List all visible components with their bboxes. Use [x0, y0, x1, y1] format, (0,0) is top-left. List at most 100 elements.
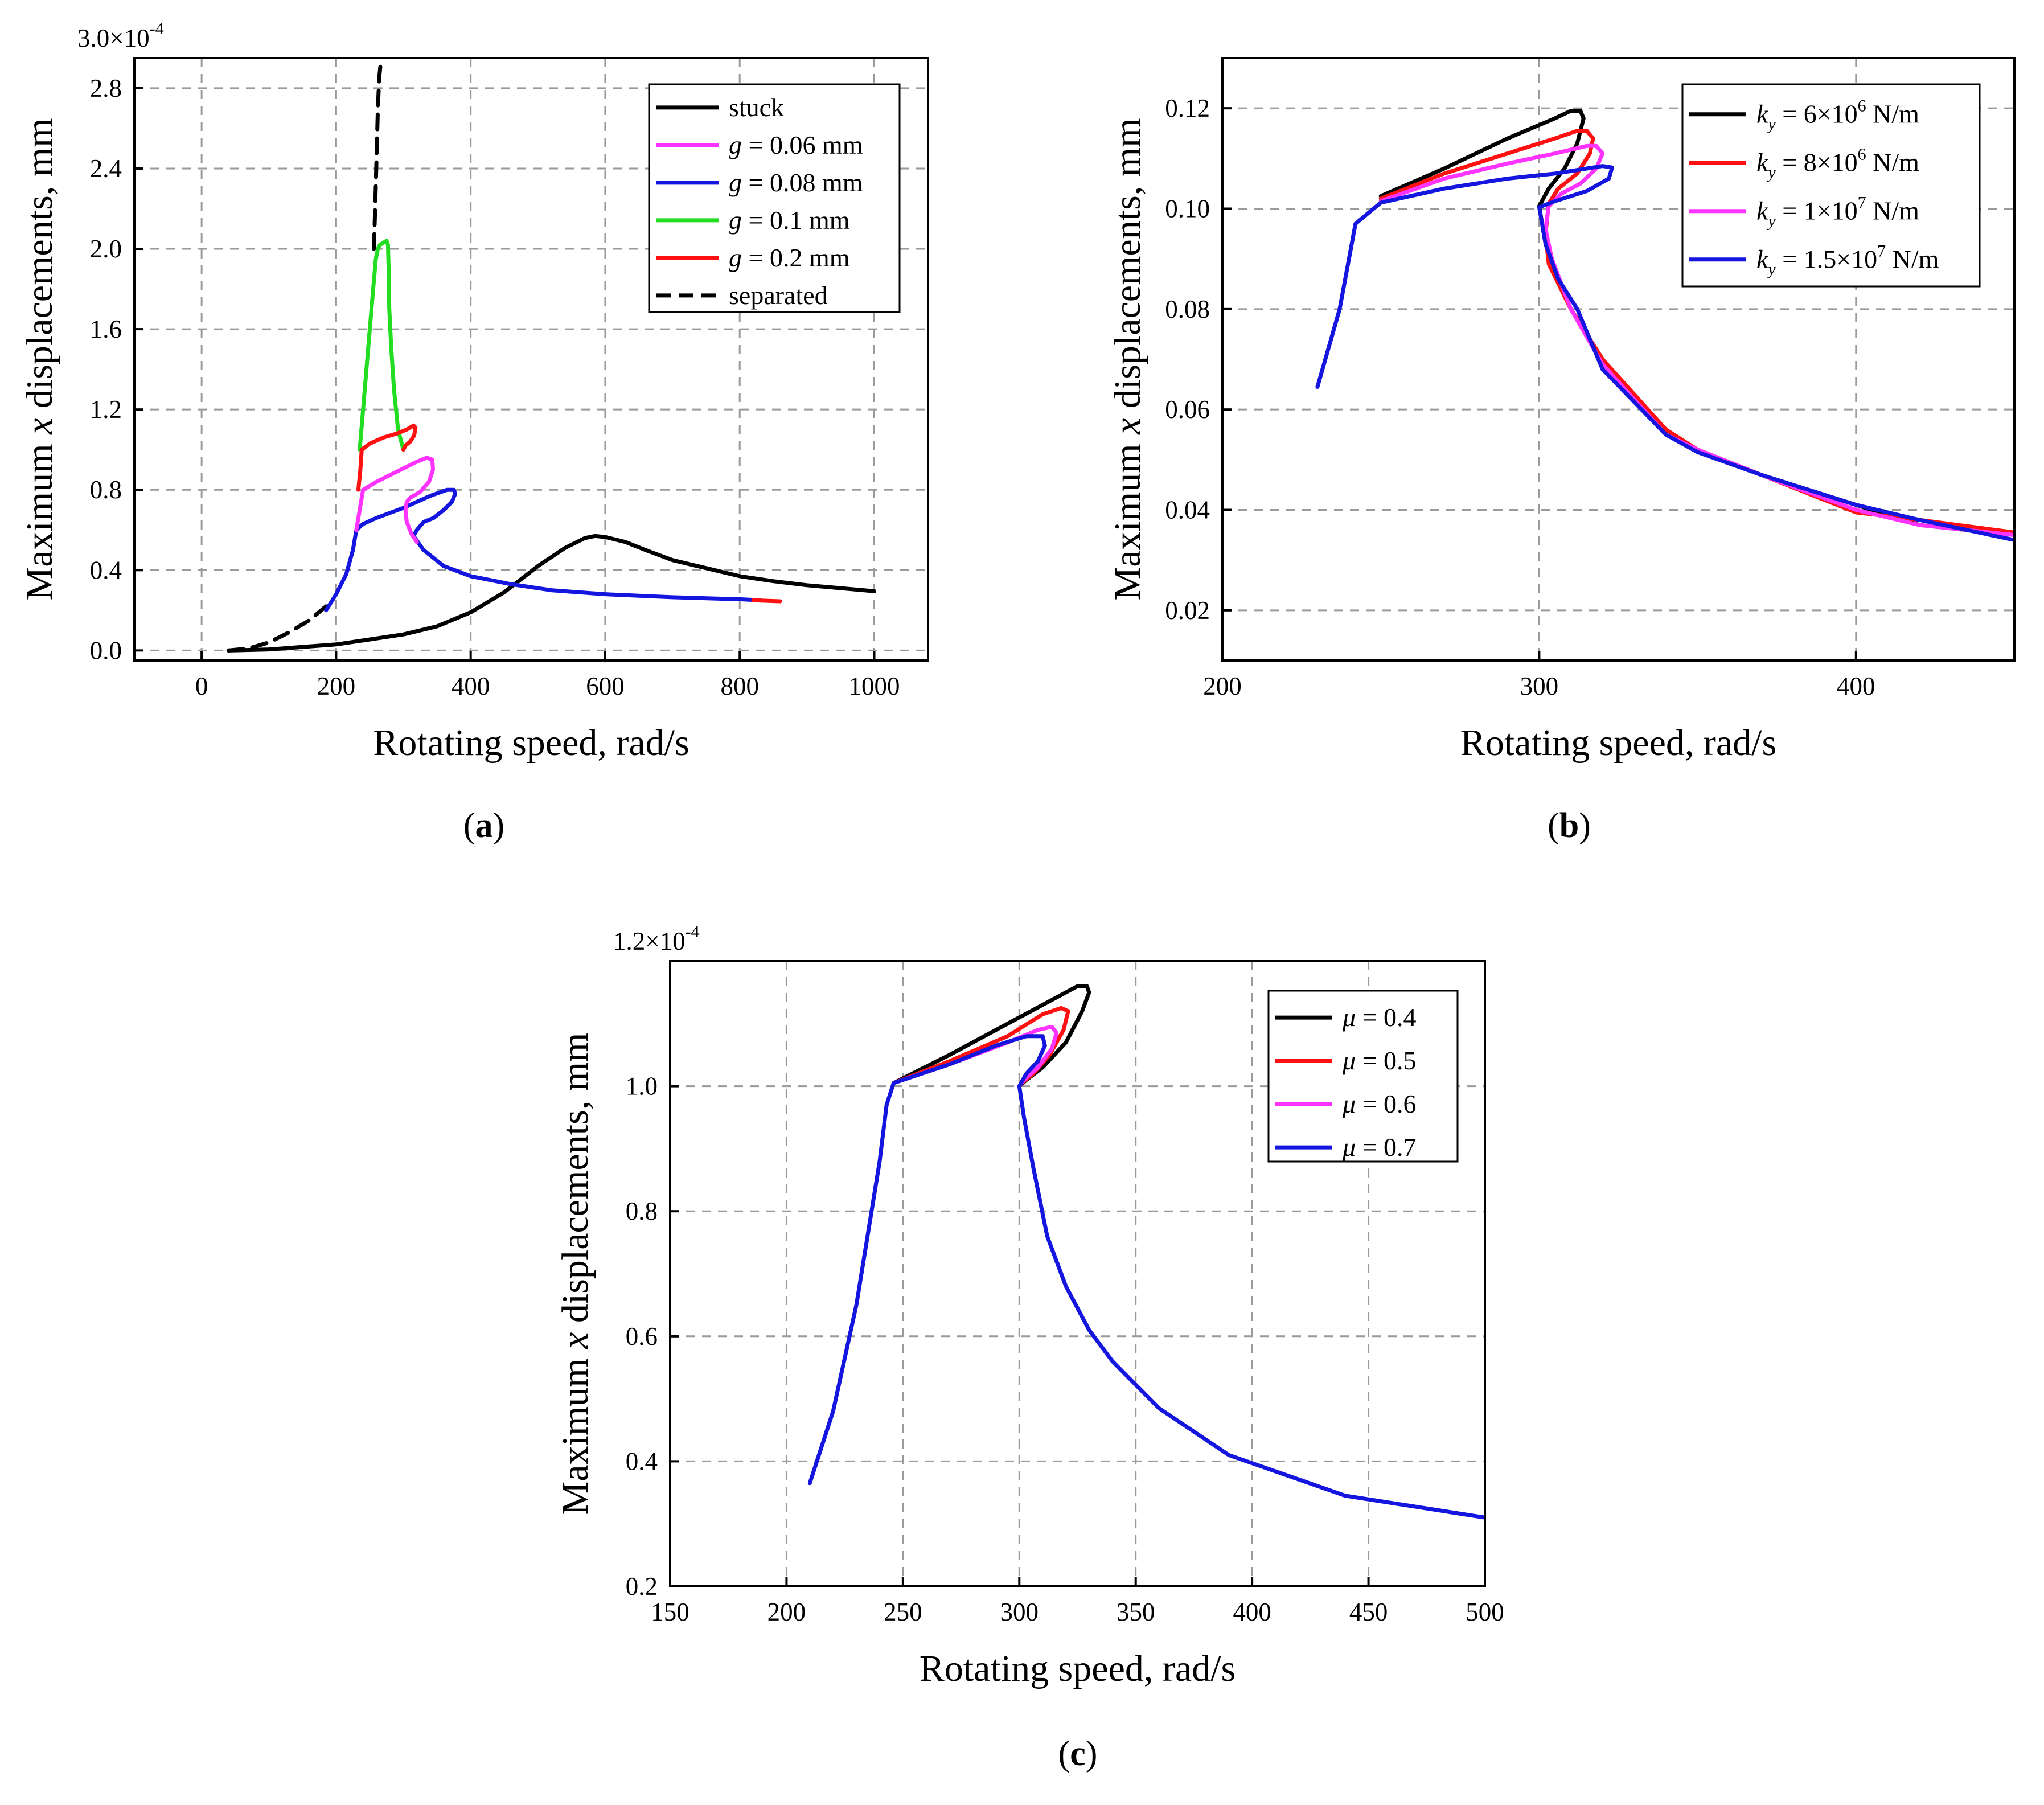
chart-panel-b: 200 300 400 0.02 0.04 0.06 0.08 0.10 0.12 Rotatin…: [1107, 57, 2016, 845]
chart-b-legend-box: [1681, 83, 1981, 288]
chart-c-x-tick-label: 250: [884, 1598, 922, 1626]
chart-b-legend-label: ky = 1×107 N/m: [1756, 194, 1919, 231]
chart-c-y-axis-label-part: displacements, mm: [555, 1033, 596, 1332]
chart-a-series-line: [751, 598, 782, 604]
chart-c-panel-label-open: (: [1058, 1734, 1070, 1773]
chart-c-y-multiplier: 1.2×10-4: [613, 922, 700, 955]
chart-c-x-tick-label: 200: [767, 1598, 806, 1626]
chart-c-y-axis-label-part: x: [555, 1332, 596, 1349]
chart-c-y-axis-label: Maximum x displacements, mm: [555, 1033, 596, 1515]
chart-a-legend-label-text: = 0.2 mm: [742, 243, 850, 272]
chart-a-plot-frame: [133, 57, 929, 662]
chart-a-y-multiplier: 3.0×10-4: [77, 19, 164, 52]
chart-a-legend-label-text: stuck: [729, 93, 784, 122]
chart-a-legend-label-var: g: [729, 206, 742, 235]
chart-a-panel-label-close: ): [493, 806, 505, 845]
chart-a-series-line: [356, 423, 418, 492]
chart-c-legend-label: μ = 0.7: [1342, 1133, 1417, 1162]
chart-b-legend-label-var: k: [1756, 148, 1769, 177]
chart-a-y-tick-label: 2.8: [90, 74, 122, 102]
chart-a-legend-label: separated: [729, 281, 828, 310]
chart-panel-c: 150 200 250 300 350 400 450 500 0.2 0.4 0.6 0.8 1.0 1…: [555, 922, 1504, 1773]
chart-a-y-tick-label: 0.0: [90, 636, 122, 664]
chart-a-y-tick-label: 1.2: [90, 395, 122, 424]
chart-b-legend-label-text: = 8×10: [1776, 148, 1858, 177]
chart-b-y-axis-label-part: Maximum: [1107, 434, 1148, 601]
chart-b-legend-label-sub: y: [1766, 260, 1776, 279]
chart-a-legend-label: g = 0.1 mm: [729, 206, 850, 235]
chart-b-y-tick-label: 0.12: [1165, 94, 1210, 122]
chart-b-legend-label-text: N/m: [1866, 196, 1920, 225]
chart-a-y-tick-label: 2.4: [90, 154, 122, 183]
chart-a-y-axis-label-part: x: [19, 418, 60, 435]
chart-b-legend-label-exp: 7: [1858, 194, 1866, 212]
chart-b-legend-label-sub: y: [1766, 115, 1776, 134]
chart-a-panel-label-letter: a: [475, 806, 493, 845]
chart-c-series-line: [807, 1034, 1485, 1520]
chart-c-y-tick-label: 1.0: [626, 1072, 658, 1101]
chart-c-y-axis-label-part: Maximum: [555, 1349, 596, 1515]
chart-c-y-tick-label: 0.4: [626, 1447, 658, 1475]
chart-c-legend-label-text: = 0.6: [1356, 1089, 1416, 1118]
chart-a-legend-label: g = 0.2 mm: [729, 243, 850, 272]
chart-a-legend-label: stuck: [729, 93, 784, 122]
chart-a-legend-label-text: = 0.08 mm: [742, 168, 863, 197]
chart-b-y-axis-label-part: x: [1107, 418, 1148, 435]
chart-a-x-tick-label: 1000: [848, 672, 900, 700]
chart-b-y-tick-label: 0.04: [1165, 496, 1210, 524]
chart-c-y-multiplier-base: 1.2×10: [613, 927, 686, 955]
chart-a-y-tick-label: 0.8: [90, 475, 122, 504]
chart-b-legend-label: ky = 6×106 N/m: [1756, 97, 1919, 134]
chart-a-y-axis-label-part: displacements, mm: [19, 118, 60, 418]
chart-a-series-line: [358, 239, 405, 452]
chart-b-legend-label-exp: 6: [1858, 145, 1866, 164]
chart-c-x-tick-label: 350: [1117, 1598, 1155, 1626]
chart-a-y-tick-label: 2.0: [90, 235, 122, 263]
chart-b-plot-frame: [1221, 57, 2016, 662]
chart-b-panel-label-close: ): [1579, 806, 1591, 845]
chart-a-y-axis-label-part: Maximum: [19, 434, 60, 601]
chart-b-legend-label-text: N/m: [1866, 148, 1920, 177]
chart-b-legend: ky = 6×106 N/mky = 8×106 N/mky = 1×107 N…: [1681, 83, 1981, 288]
chart-a-y-multiplier-base: 3.0×10: [77, 24, 150, 52]
chart-b-y-axis-label: Maximum x displacements, mm: [1107, 118, 1148, 601]
chart-c-legend-label-var: μ: [1342, 1046, 1356, 1075]
chart-a-panel-label: (a): [463, 806, 504, 845]
chart-a-legend-label-var: g: [729, 168, 742, 197]
chart-c-y-multiplier-exp: -4: [686, 922, 700, 941]
chart-c-series-group: [807, 984, 1485, 1520]
chart-a-y-tick-label: 0.4: [90, 556, 122, 584]
chart-b-legend-label-var: k: [1756, 100, 1769, 129]
chart-c-legend-label-var: μ: [1342, 1089, 1356, 1118]
chart-c-x-axis-label: Rotating speed, rad/s: [920, 1648, 1236, 1689]
chart-c-panel-label: (c): [1058, 1734, 1098, 1773]
chart-c-legend-label-var: μ: [1342, 1003, 1356, 1032]
chart-a-series-line: [226, 534, 876, 653]
chart-a-legend-label-text: = 0.06 mm: [742, 130, 863, 159]
chart-c-series-line: [892, 984, 1091, 1089]
chart-a-legend-label-var: g: [729, 243, 742, 272]
chart-c-legend-label-text: = 0.5: [1356, 1046, 1416, 1075]
chart-b-series-line: [1315, 164, 2014, 542]
chart-a-legend-box: [648, 83, 901, 313]
chart-a-series-line: [354, 456, 435, 544]
chart-c-y-tick-label: 0.8: [626, 1197, 658, 1225]
chart-c-legend-label-text: = 0.7: [1356, 1133, 1416, 1162]
chart-b-x-axis-label: Rotating speed, rad/s: [1460, 722, 1776, 764]
chart-b-legend-label-var: k: [1756, 196, 1769, 225]
chart-b-legend-label-text: N/m: [1886, 245, 1939, 274]
chart-c-y-tick-label: 0.6: [626, 1322, 658, 1351]
chart-a-legend-label-text: = 0.1 mm: [742, 206, 850, 235]
chart-a-legend-label: g = 0.08 mm: [729, 168, 863, 197]
chart-c-x-tick-label: 500: [1466, 1598, 1504, 1626]
chart-b-legend-label-text: = 1×10: [1776, 196, 1858, 225]
chart-a-x-tick-label: 400: [452, 672, 490, 700]
chart-b-legend-label-text: = 6×10: [1776, 100, 1858, 129]
chart-b-y-tick-label: 0.08: [1165, 295, 1210, 323]
chart-b-legend-label-exp: 7: [1877, 242, 1886, 261]
chart-c-legend-label: μ = 0.5: [1342, 1046, 1417, 1075]
chart-b-legend-label-text: = 1.5×10: [1776, 245, 1877, 274]
